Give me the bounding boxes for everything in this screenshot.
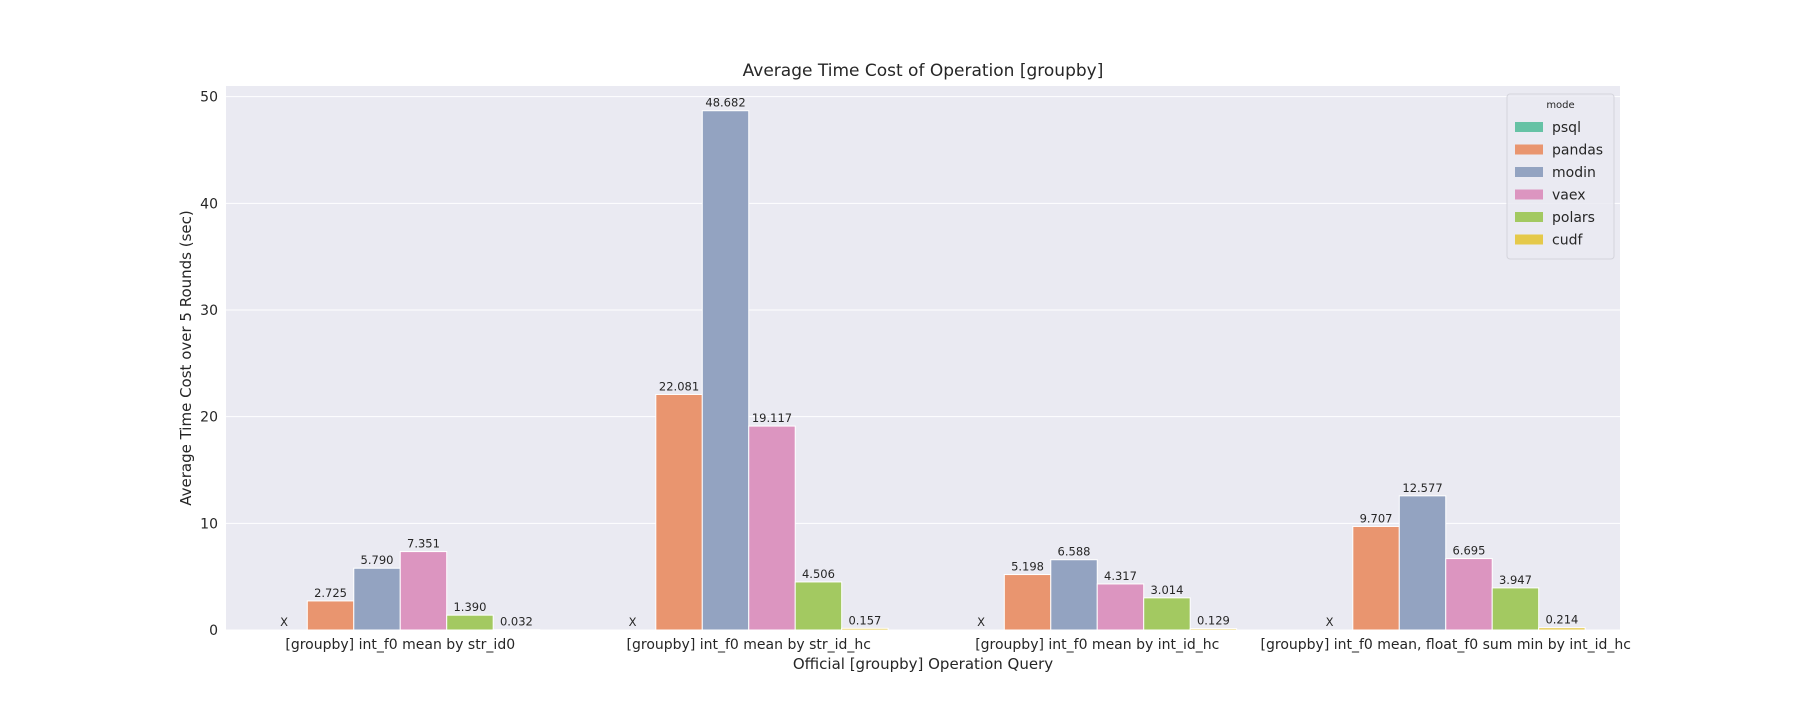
bar-pandas — [1003, 574, 1052, 631]
legend-item-pandas: pandas — [1552, 143, 1603, 159]
value-label: 3.947 — [1499, 573, 1532, 587]
bar-cudf — [841, 627, 889, 631]
value-label: 4.506 — [802, 567, 835, 581]
legend-item-psql: psql — [1552, 120, 1581, 136]
value-label: 19.117 — [752, 411, 792, 425]
value-label: 12.577 — [1402, 481, 1442, 495]
value-label: 0.129 — [1197, 614, 1230, 628]
legend-swatch — [1515, 189, 1543, 200]
bar-pandas — [1352, 525, 1400, 631]
chart-title: Average Time Cost of Operation [groupby] — [743, 61, 1104, 81]
value-label: 5.790 — [361, 553, 394, 567]
value-label: 7.351 — [407, 537, 440, 551]
bar-pandas — [655, 393, 703, 631]
value-label: 2.725 — [314, 586, 347, 600]
bar-modin — [1050, 559, 1098, 631]
x-tick-label: [groupby] int_f0 mean, float_f0 sum min … — [1261, 637, 1631, 653]
value-label: 0.032 — [500, 615, 533, 629]
y-axis: 0 10 20 30 40 50 — [200, 90, 218, 639]
bar-polars — [1491, 587, 1540, 631]
y-tick-label: 50 — [200, 90, 218, 106]
legend: mode psql pandas modin vaex polars cudf — [1506, 93, 1615, 260]
y-tick-label: 20 — [200, 410, 218, 426]
legend-item-modin: modin — [1552, 165, 1596, 181]
legend-item-polars: polars — [1552, 210, 1595, 226]
legend-swatch — [1515, 234, 1543, 245]
legend-swatch — [1515, 144, 1543, 155]
missing-marker: X — [1326, 615, 1334, 629]
y-tick-label: 40 — [200, 196, 218, 212]
value-label: 1.390 — [453, 600, 486, 614]
bar-cudf — [1189, 628, 1238, 631]
bar-modin — [353, 567, 401, 631]
missing-marker: X — [977, 615, 985, 629]
y-tick-label: 0 — [209, 623, 218, 639]
legend-swatch — [1515, 167, 1543, 177]
value-label: 3.014 — [1150, 583, 1183, 597]
value-label: 6.588 — [1058, 545, 1091, 559]
bar-vaex — [399, 551, 448, 631]
value-label: 6.695 — [1453, 544, 1486, 558]
bar-cudf — [492, 629, 541, 631]
missing-marker: X — [629, 615, 637, 629]
legend-swatch — [1515, 212, 1543, 222]
bar-vaex — [1445, 558, 1493, 631]
x-axis: [groupby] int_f0 mean by str_id0 [groupby… — [285, 637, 1631, 653]
value-label: 0.214 — [1545, 613, 1578, 627]
y-axis-label: Average Time Cost over 5 Rounds (sec) — [177, 210, 195, 506]
value-label: 22.081 — [659, 379, 699, 393]
bars-group — [306, 110, 1586, 631]
bar-vaex — [748, 425, 796, 631]
y-tick-label: 30 — [200, 303, 218, 319]
bar-modin — [701, 110, 750, 631]
legend-title: mode — [1546, 100, 1574, 111]
x-axis-label: Official [groupby] Operation Query — [793, 655, 1053, 673]
bar-pandas — [306, 600, 355, 631]
value-label: 4.317 — [1104, 569, 1137, 583]
bar-vaex — [1096, 583, 1145, 631]
bar-polars — [794, 581, 843, 631]
x-tick-label: [groupby] int_f0 mean by int_id_hc — [975, 637, 1219, 653]
value-label: 48.682 — [705, 96, 745, 110]
x-tick-label: [groupby] int_f0 mean by str_id_hc — [627, 637, 871, 653]
bar-modin — [1398, 495, 1447, 631]
bar-polars — [446, 614, 494, 631]
legend-item-cudf: cudf — [1552, 233, 1583, 249]
missing-marker: X — [280, 615, 288, 629]
bar-cudf — [1538, 627, 1586, 631]
y-tick-label: 10 — [200, 516, 218, 532]
value-label: 5.198 — [1011, 560, 1044, 574]
legend-item-vaex: vaex — [1552, 188, 1586, 204]
x-tick-label: [groupby] int_f0 mean by str_id0 — [285, 637, 515, 653]
value-labels-group: X 2.725 5.790 7.351 1.390 0.032 X 22.081 48.682 1… — [280, 96, 1578, 629]
value-label: 9.707 — [1360, 511, 1393, 525]
legend-swatch — [1515, 122, 1543, 132]
bar-polars — [1143, 597, 1191, 631]
value-label: 0.157 — [848, 613, 881, 627]
